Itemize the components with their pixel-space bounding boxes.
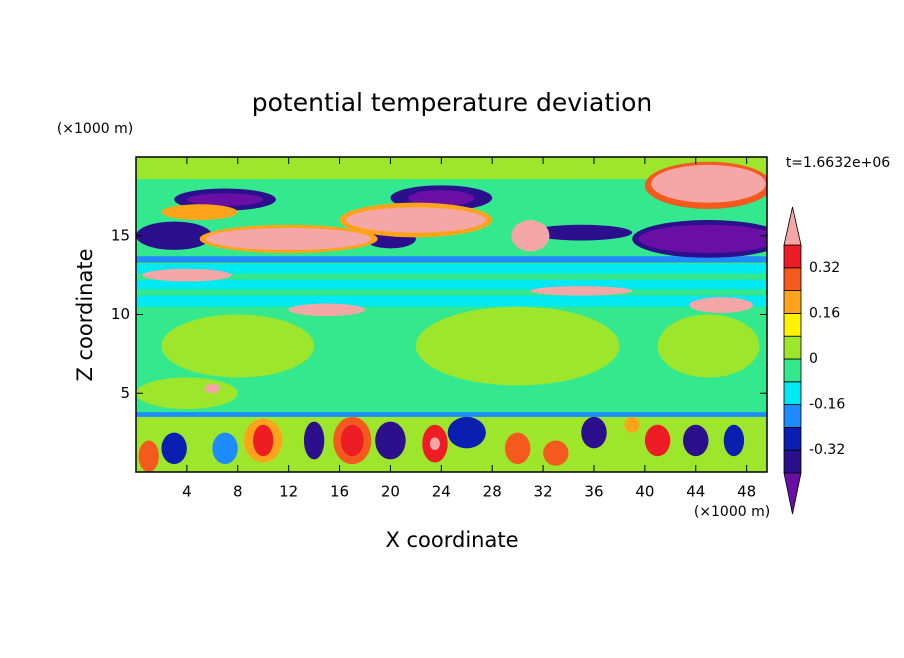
x-tick-label: 40 — [635, 483, 654, 501]
colorbar-triangle — [783, 206, 802, 246]
x-axis-label: X coordinate — [385, 528, 518, 552]
colorbar-box — [783, 290, 802, 314]
contour-cell — [212, 432, 238, 465]
contour-band — [136, 412, 767, 417]
y-tick-label: 10 — [111, 305, 130, 323]
colorbar-box — [783, 404, 802, 428]
contour-cell — [288, 303, 365, 317]
colorbar-box — [783, 426, 802, 451]
contour-cell — [530, 286, 633, 296]
contour-cell — [205, 227, 372, 250]
contour-cell — [651, 164, 766, 203]
contour-cell — [644, 424, 671, 457]
colorbar-label: -0.16 — [809, 397, 845, 413]
contour-cell — [136, 377, 238, 409]
contour-cell — [408, 190, 475, 206]
contour-cell — [683, 424, 709, 457]
contour-cell — [186, 193, 264, 206]
y-tick-label: 15 — [111, 226, 130, 244]
x-tick-label: 12 — [279, 483, 298, 501]
x-tick-label: 44 — [686, 483, 705, 501]
x-tick-label: 20 — [381, 483, 400, 501]
contour-cell — [638, 224, 767, 254]
contour-cell — [543, 440, 569, 466]
colorbar-label: 0 — [809, 351, 818, 367]
colorbar-triangle — [783, 472, 802, 515]
y-unit: (×1000 m) — [57, 121, 133, 137]
x-tick-label: 4 — [182, 483, 192, 501]
colorbar-label: 0.32 — [809, 260, 840, 276]
x-unit: (×1000 m) — [694, 504, 770, 520]
colorbar-label: -0.32 — [809, 442, 845, 458]
contour-cell — [136, 221, 213, 250]
x-tick-label: 8 — [233, 483, 243, 501]
colorbar-box — [783, 267, 802, 291]
colorbar-box — [783, 312, 802, 337]
contour-cell — [161, 432, 187, 465]
colorbar-label: 0.16 — [809, 305, 840, 321]
contour-band — [136, 264, 767, 274]
contour-cell — [303, 421, 325, 460]
x-tick-label: 36 — [584, 483, 603, 501]
contour-cell — [345, 207, 486, 233]
contour-band — [136, 295, 767, 307]
contour-cell — [415, 306, 620, 386]
x-tick-label: 28 — [483, 483, 502, 501]
contour-cell — [581, 416, 607, 449]
contour-cell — [624, 416, 640, 433]
contour-cell — [504, 432, 531, 465]
colorbar-box — [783, 335, 802, 360]
contour-cell — [375, 421, 406, 460]
x-tick-label: 24 — [432, 483, 451, 501]
contour-cell — [689, 297, 754, 313]
colorbar-box — [783, 381, 802, 405]
contour-band — [136, 279, 767, 290]
contour-band — [136, 256, 767, 263]
colorbar-box — [783, 449, 802, 474]
contour-cell — [723, 424, 745, 457]
chart-title: potential temperature deviation — [252, 88, 652, 117]
contour-cell — [161, 314, 315, 378]
contour-cell — [161, 204, 238, 220]
contour-cell — [142, 268, 232, 282]
y-tick-label: 5 — [120, 384, 130, 402]
contour-cell — [340, 424, 364, 457]
contour-cell — [138, 440, 159, 472]
contour-cell — [511, 220, 550, 252]
contour-cell — [447, 416, 486, 449]
colorbar-box — [783, 358, 802, 383]
contour-cell — [253, 424, 274, 457]
contour-cell — [429, 437, 441, 450]
contour-cell — [530, 224, 633, 241]
contour-cell — [204, 383, 220, 394]
time-label: t=1.6632e+06 — [786, 155, 890, 171]
x-tick-label: 16 — [330, 483, 349, 501]
contour-cell — [657, 314, 760, 378]
contour-band — [136, 157, 767, 180]
contour-field — [136, 157, 767, 472]
colorbar-box — [783, 244, 802, 269]
x-tick-label: 32 — [534, 483, 553, 501]
x-tick-label: 48 — [737, 483, 756, 501]
y-axis-label: Z coordinate — [73, 248, 97, 381]
